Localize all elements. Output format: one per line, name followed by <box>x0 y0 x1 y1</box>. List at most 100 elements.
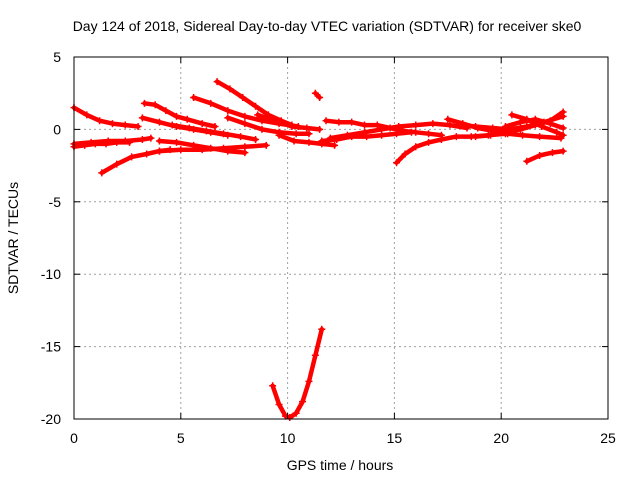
data-point <box>292 130 300 138</box>
data-point <box>316 125 324 133</box>
data-point <box>224 147 232 155</box>
data-point <box>322 117 330 125</box>
data-point <box>239 94 247 102</box>
data-point <box>472 123 480 131</box>
data-point <box>275 131 283 139</box>
data-point <box>425 138 433 146</box>
data-point <box>173 112 181 120</box>
data-point <box>363 133 371 141</box>
data-point <box>269 382 277 390</box>
data-point <box>559 108 567 116</box>
x-axis-label: GPS time / hours <box>287 457 394 473</box>
data-point <box>202 127 210 135</box>
data-point <box>393 159 401 167</box>
data-point <box>472 133 480 141</box>
data-point <box>305 130 313 138</box>
data-point <box>213 78 221 86</box>
data-point <box>531 115 539 123</box>
data-point <box>305 138 313 146</box>
data-point <box>147 134 155 142</box>
data-point <box>275 401 283 409</box>
data-point <box>425 130 433 138</box>
data-point <box>113 160 121 168</box>
data-point <box>316 94 324 102</box>
data-point <box>318 137 326 145</box>
data-point <box>155 147 163 155</box>
data-point <box>292 409 300 417</box>
data-point <box>151 101 159 109</box>
data-point <box>454 121 462 129</box>
x-tick-label: 15 <box>387 430 403 446</box>
x-tick-label: 20 <box>493 430 509 446</box>
data-point <box>516 118 524 126</box>
data-point <box>519 131 527 139</box>
data-point <box>546 120 554 128</box>
data-point <box>373 121 381 129</box>
data-point <box>190 94 198 102</box>
data-point <box>198 120 206 128</box>
data-point <box>207 144 215 152</box>
y-tick-label: 0 <box>53 121 61 137</box>
chart-title: Day 124 of 2018, Sidereal Day-to-day VTE… <box>73 18 582 34</box>
data-point <box>360 121 368 129</box>
data-point <box>241 112 249 120</box>
y-tick-label: 5 <box>53 49 61 65</box>
data-point <box>207 99 215 107</box>
data-point <box>516 125 524 133</box>
data-point <box>211 123 219 131</box>
data-point <box>226 85 234 93</box>
data-point <box>183 115 191 123</box>
data-point <box>487 131 495 139</box>
data-point <box>98 169 106 177</box>
data-point <box>102 140 110 148</box>
data-point <box>303 124 311 132</box>
data-point <box>168 121 176 129</box>
data-point <box>559 147 567 155</box>
data-point <box>177 146 185 154</box>
data-point <box>224 114 232 122</box>
data-point <box>393 130 401 138</box>
data-point <box>173 138 181 146</box>
data-point <box>262 141 270 149</box>
data-point <box>241 120 249 128</box>
data-point <box>523 157 531 165</box>
data-point <box>333 136 341 144</box>
y-tick-label: -20 <box>41 411 61 427</box>
series-arc-19 <box>394 131 508 165</box>
data-point <box>134 123 142 131</box>
x-tick-label: 25 <box>600 430 616 446</box>
data-point <box>437 136 445 144</box>
data-point <box>83 111 91 119</box>
data-point <box>553 128 561 136</box>
data-point <box>548 149 556 157</box>
data-point <box>311 351 319 359</box>
data-point <box>501 123 509 131</box>
data-point <box>155 118 163 126</box>
data-point <box>335 118 343 126</box>
data-point <box>81 141 89 149</box>
data-point <box>305 377 313 385</box>
data-point <box>162 107 170 115</box>
series-arc-25 <box>524 148 566 164</box>
y-tick-label: -5 <box>49 194 62 210</box>
data-point <box>237 133 245 141</box>
data-point <box>252 102 260 110</box>
data-point <box>299 398 307 406</box>
data-point <box>108 120 116 128</box>
data-point <box>155 137 163 145</box>
plot-frame <box>73 56 609 420</box>
data-point <box>140 99 148 107</box>
data-point <box>128 153 136 161</box>
data-point <box>121 121 129 129</box>
data-point <box>241 149 249 157</box>
data-point <box>138 136 146 144</box>
y-axis-label: SDTVAR / TECUs <box>5 182 21 294</box>
data-point <box>258 125 266 133</box>
x-tick-label: 10 <box>280 430 296 446</box>
y-tick-label: -10 <box>41 266 61 282</box>
data-point <box>559 124 567 132</box>
data-point <box>224 107 232 115</box>
data-point <box>185 124 193 132</box>
grid <box>74 57 608 419</box>
data-point <box>143 150 151 158</box>
